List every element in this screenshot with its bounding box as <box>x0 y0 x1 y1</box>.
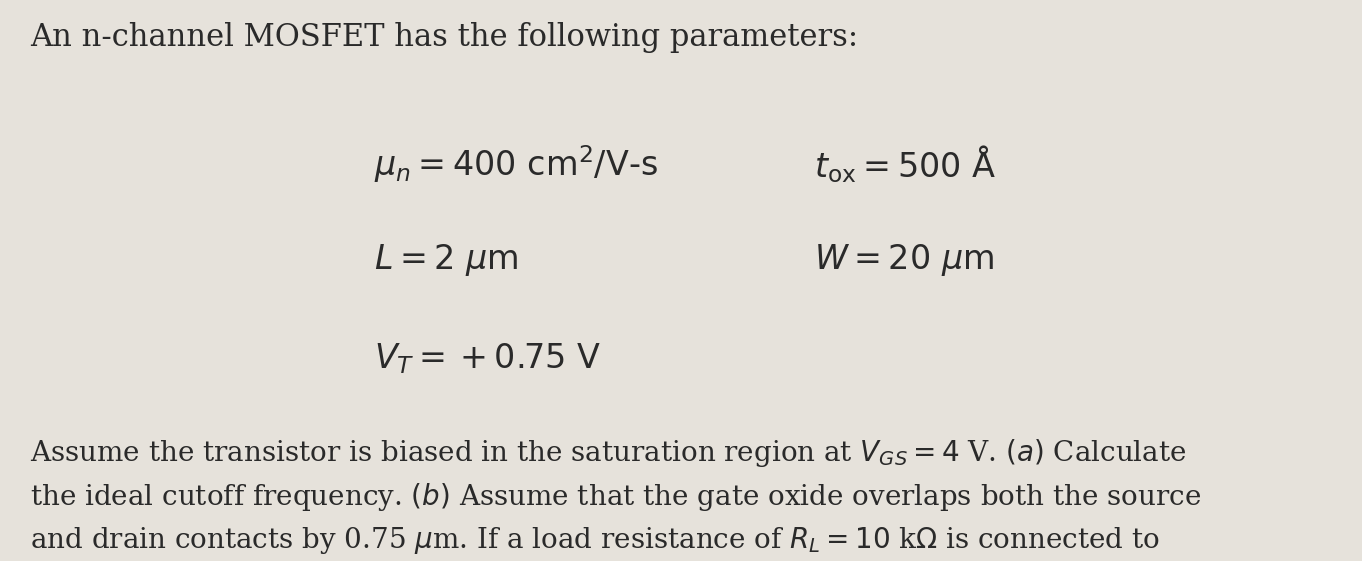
Text: An n-channel MOSFET has the following parameters:: An n-channel MOSFET has the following pa… <box>30 22 858 53</box>
Text: $t_{\mathrm{ox}} = 500 \mathrm{\ \AA}$: $t_{\mathrm{ox}} = 500 \mathrm{\ \AA}$ <box>814 143 997 185</box>
Text: $W = 20 \ \mu\mathrm{m}$: $W = 20 \ \mu\mathrm{m}$ <box>814 242 994 278</box>
Text: Assume the transistor is biased in the saturation region at $V_{GS} = 4$ V. $(a): Assume the transistor is biased in the s… <box>30 437 1201 561</box>
Text: $\mu_n = 400 \mathrm{\ cm^2/V\text{-}s}$: $\mu_n = 400 \mathrm{\ cm^2/V\text{-}s}$ <box>375 143 658 185</box>
Text: $V_T = +0.75 \mathrm{\ V}$: $V_T = +0.75 \mathrm{\ V}$ <box>375 341 601 376</box>
Text: $L = 2 \ \mu\mathrm{m}$: $L = 2 \ \mu\mathrm{m}$ <box>375 242 519 278</box>
